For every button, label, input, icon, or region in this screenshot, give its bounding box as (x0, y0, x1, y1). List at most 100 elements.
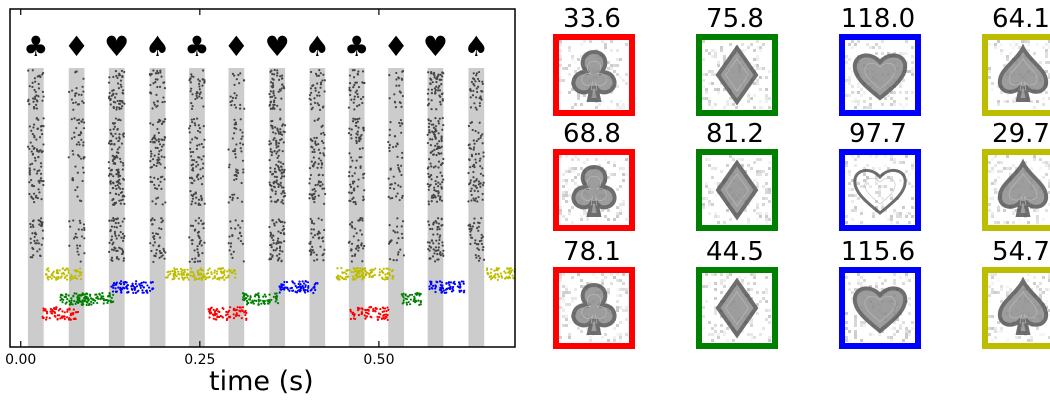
spike (276, 156, 279, 159)
spike (478, 121, 481, 124)
spike (141, 289, 144, 292)
spike (364, 274, 368, 277)
spike (102, 302, 105, 305)
spike (440, 152, 443, 155)
spike (75, 143, 78, 146)
spike (432, 126, 435, 129)
spike (114, 247, 117, 250)
spike (119, 230, 122, 234)
spike (89, 297, 93, 300)
spike (368, 306, 372, 309)
spike (187, 278, 190, 281)
spike (280, 74, 284, 77)
spike (316, 118, 319, 121)
spike (155, 232, 158, 235)
spike (83, 252, 86, 255)
spike (191, 224, 195, 228)
spike (310, 228, 313, 231)
spike (273, 99, 276, 102)
spike (430, 88, 434, 91)
spike (151, 107, 154, 110)
spike (430, 199, 433, 203)
spike (81, 100, 84, 103)
spike (219, 270, 222, 273)
spike (432, 153, 435, 156)
spike (437, 120, 440, 123)
spike (438, 280, 442, 283)
spike (222, 271, 225, 274)
spike (448, 283, 451, 287)
spike (208, 316, 211, 319)
spike (347, 132, 351, 135)
spike (309, 240, 312, 243)
spike (209, 307, 212, 310)
spike (320, 140, 324, 143)
spike (474, 161, 478, 164)
spike (233, 103, 236, 107)
spike (192, 271, 195, 274)
spike (503, 277, 507, 280)
spike (318, 94, 321, 97)
spike (193, 260, 196, 264)
spike (67, 156, 70, 159)
spike (361, 101, 364, 105)
spike (242, 260, 245, 263)
spike (427, 172, 430, 175)
spike (400, 232, 404, 235)
spike (278, 291, 281, 294)
spike (212, 314, 216, 317)
spike (310, 252, 313, 255)
spike (188, 236, 191, 239)
spike (78, 219, 81, 222)
spike (475, 243, 479, 246)
spike (34, 242, 37, 245)
spike (350, 137, 353, 140)
spike (28, 192, 31, 196)
spike (429, 82, 432, 86)
spike (396, 217, 399, 220)
spike (81, 303, 84, 307)
spike (378, 268, 382, 271)
spike (399, 248, 402, 251)
spike (117, 258, 120, 261)
spike (478, 159, 481, 162)
spike (508, 270, 511, 273)
spike (162, 143, 165, 146)
spike (197, 216, 201, 220)
spike (386, 313, 389, 316)
spike (275, 146, 278, 149)
spike (146, 284, 149, 287)
spike (364, 270, 367, 273)
spike (275, 242, 278, 245)
spike (277, 160, 280, 163)
spike (240, 181, 243, 185)
spike (190, 155, 193, 158)
spike (160, 221, 163, 224)
spike (239, 107, 242, 110)
spike (440, 199, 444, 202)
spike (105, 298, 108, 302)
spike (156, 127, 159, 131)
spike (117, 186, 120, 189)
spike (72, 219, 75, 222)
spike (198, 241, 202, 244)
spike (477, 137, 480, 141)
spike (273, 73, 276, 76)
spike (280, 288, 283, 291)
spike (78, 267, 82, 270)
spike (439, 100, 442, 104)
spike (253, 295, 257, 298)
spike (383, 278, 386, 281)
spike (294, 290, 297, 293)
spike (269, 231, 272, 234)
spike (251, 299, 254, 302)
spike (271, 119, 274, 123)
spike (183, 270, 186, 274)
spike (360, 244, 363, 247)
spike (94, 299, 97, 302)
spike (353, 98, 356, 101)
spike (309, 87, 313, 90)
spike (392, 187, 396, 190)
spike (149, 83, 152, 87)
spike (117, 118, 120, 122)
